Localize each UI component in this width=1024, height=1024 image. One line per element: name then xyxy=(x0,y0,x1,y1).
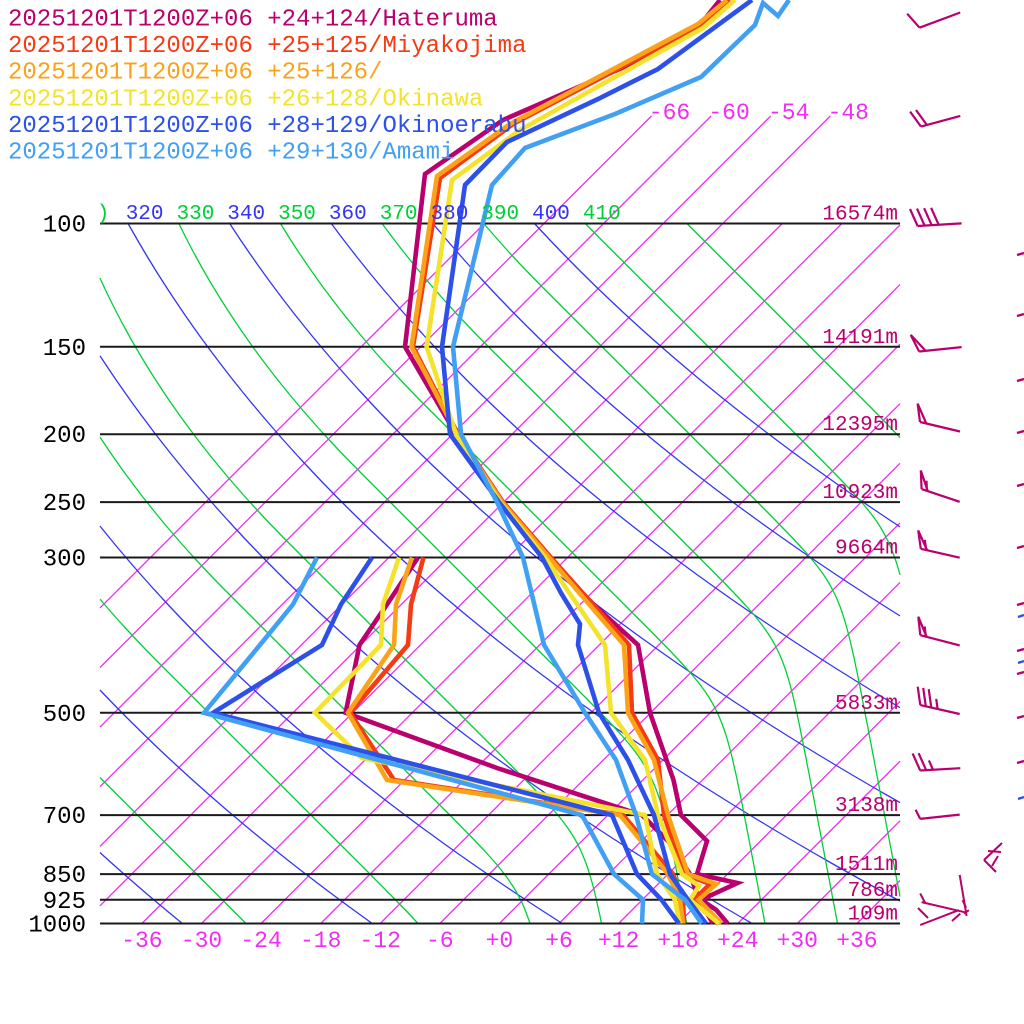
svg-text:20251201T1200Z+06 +24+124/Hate: 20251201T1200Z+06 +24+124/Hateruma xyxy=(8,7,498,34)
svg-text:+30: +30 xyxy=(777,928,818,954)
svg-text:+36: +36 xyxy=(836,928,877,954)
svg-text:1000: 1000 xyxy=(28,913,86,940)
svg-text:+0: +0 xyxy=(486,928,514,954)
svg-text:+12: +12 xyxy=(598,928,639,954)
svg-text:-6: -6 xyxy=(426,928,454,954)
svg-text:350: 350 xyxy=(278,203,316,226)
svg-text:-48: -48 xyxy=(828,100,869,126)
svg-text:5833m: 5833m xyxy=(835,693,898,716)
svg-text:786m: 786m xyxy=(848,880,898,903)
svg-text:+24: +24 xyxy=(717,928,758,954)
svg-text:250: 250 xyxy=(43,491,86,518)
svg-text:20251201T1200Z+06 +25+126/: 20251201T1200Z+06 +25+126/ xyxy=(8,60,382,87)
svg-text:-36: -36 xyxy=(121,928,162,954)
svg-text:500: 500 xyxy=(43,702,86,729)
svg-text:-66: -66 xyxy=(649,100,690,126)
svg-text:1511m: 1511m xyxy=(835,854,898,877)
svg-text:109m: 109m xyxy=(848,904,898,927)
svg-text:+6: +6 xyxy=(545,928,573,954)
svg-text:16574m: 16574m xyxy=(822,204,898,227)
svg-text:+18: +18 xyxy=(657,928,698,954)
svg-text:700: 700 xyxy=(43,804,86,831)
svg-text:370: 370 xyxy=(380,203,418,226)
svg-text:150: 150 xyxy=(43,336,86,363)
svg-text:3138m: 3138m xyxy=(835,795,898,818)
svg-text:300: 300 xyxy=(43,547,86,574)
svg-text:-12: -12 xyxy=(359,928,400,954)
svg-text:400: 400 xyxy=(532,203,570,226)
svg-text:9664m: 9664m xyxy=(835,538,898,561)
svg-text:20251201T1200Z+06 +29+130/Amam: 20251201T1200Z+06 +29+130/Amami xyxy=(8,140,454,167)
svg-text:20251201T1200Z+06 +25+125/Miya: 20251201T1200Z+06 +25+125/Miyakojima xyxy=(8,33,526,60)
svg-text:-54: -54 xyxy=(768,100,809,126)
svg-text:14191m: 14191m xyxy=(822,327,898,350)
svg-text:-24: -24 xyxy=(240,928,281,954)
svg-text:390: 390 xyxy=(481,203,519,226)
svg-text:-18: -18 xyxy=(300,928,341,954)
svg-text:360: 360 xyxy=(329,203,367,226)
svg-text:): ) xyxy=(97,203,110,226)
svg-text:-60: -60 xyxy=(708,100,749,126)
svg-text:410: 410 xyxy=(583,203,621,226)
svg-text:20251201T1200Z+06 +28+129/Okin: 20251201T1200Z+06 +28+129/Okinoerabu xyxy=(8,113,526,140)
svg-text:330: 330 xyxy=(176,203,214,226)
svg-text:-30: -30 xyxy=(181,928,222,954)
svg-text:12395m: 12395m xyxy=(822,414,898,437)
svg-text:340: 340 xyxy=(227,203,265,226)
svg-text:380: 380 xyxy=(430,203,468,226)
svg-text:10923m: 10923m xyxy=(822,482,898,505)
svg-text:925: 925 xyxy=(43,889,86,916)
svg-text:850: 850 xyxy=(43,863,86,890)
svg-text:20251201T1200Z+06 +26+128/Okin: 20251201T1200Z+06 +26+128/Okinawa xyxy=(8,86,483,113)
svg-text:100: 100 xyxy=(43,213,86,240)
svg-text:200: 200 xyxy=(43,423,86,450)
svg-text:320: 320 xyxy=(126,203,164,226)
